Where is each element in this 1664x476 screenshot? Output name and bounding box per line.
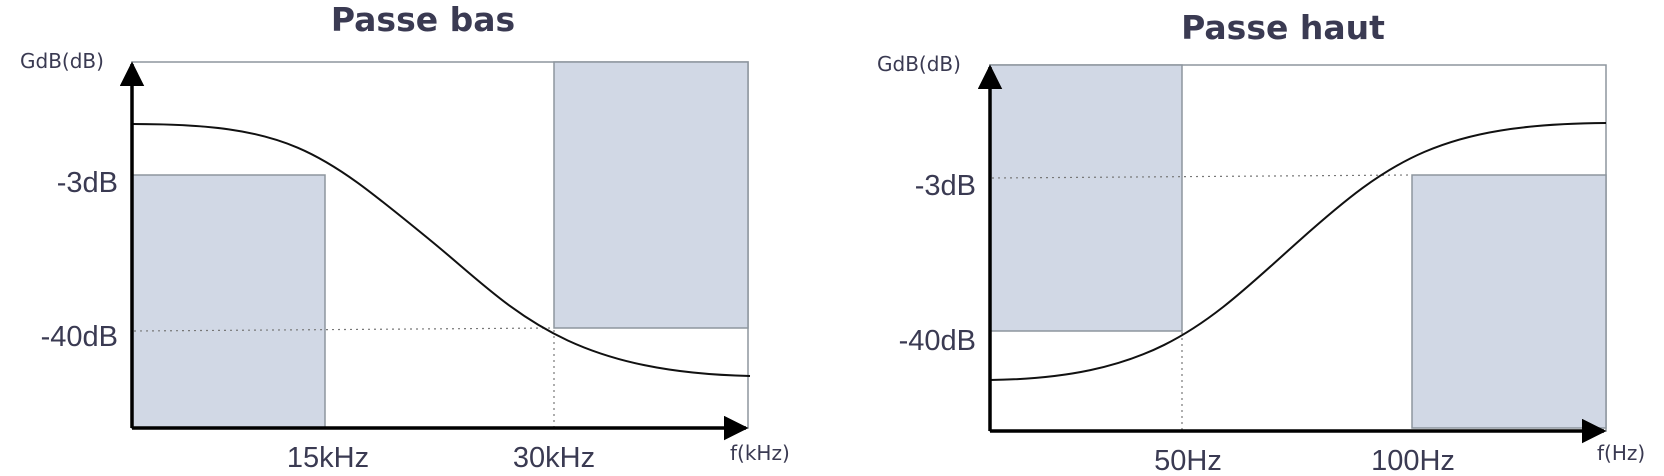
- highpass-3db-guide: [991, 174, 1413, 179]
- highpass-response-curve: [989, 122, 1607, 381]
- lowpass-x-tick-30khz: 30kHz: [513, 442, 595, 474]
- lowpass-y-axis-label: GdB(dB): [20, 49, 104, 73]
- highpass-title: Passe haut: [1181, 8, 1385, 47]
- highpass-x-tick-50hz: 50Hz: [1154, 445, 1222, 476]
- lowpass-stopband-zone: [553, 61, 749, 329]
- highpass-y-tick-3db: -3dB: [915, 170, 976, 202]
- lowpass-response-curve: [131, 123, 751, 377]
- highpass-stopband-zone: [989, 64, 1183, 332]
- highpass-y-tick-40db: -40dB: [899, 325, 976, 357]
- highpass-y-axis-label: GdB(dB): [877, 52, 961, 76]
- highpass-passband-zone: [1411, 174, 1607, 429]
- lowpass-panel: Passe bas GdB(dB) f(kHz) -3dB -40dB 15kH…: [20, 0, 790, 474]
- lowpass-y-tick-40db: -40dB: [41, 321, 118, 353]
- lowpass-y-tick-3db: -3dB: [57, 167, 118, 199]
- highpass-panel: Passe haut GdB(dB) f(Hz) -3dB -40dB 50Hz…: [877, 8, 1645, 476]
- lowpass-x-tick-15khz: 15kHz: [287, 442, 369, 474]
- lowpass-x-axis-label: f(kHz): [730, 441, 790, 465]
- lowpass-passband-zone: [131, 174, 326, 429]
- lowpass-40db-guide: [133, 327, 555, 332]
- lowpass-title: Passe bas: [331, 0, 515, 39]
- highpass-x-tick-100hz: 100Hz: [1371, 445, 1455, 476]
- highpass-x-axis-label: f(Hz): [1597, 441, 1645, 465]
